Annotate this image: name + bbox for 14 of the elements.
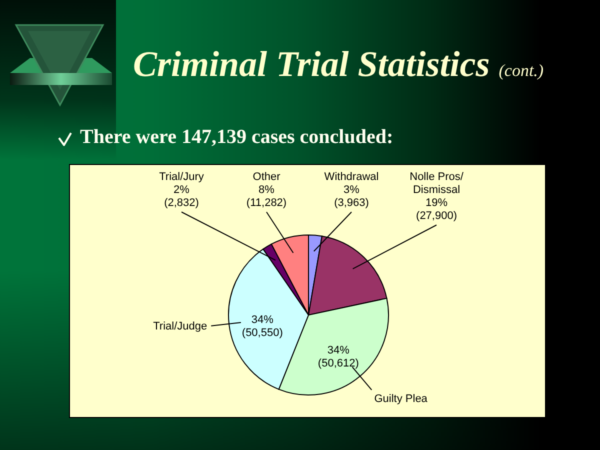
data-label: 19% (27,900) bbox=[416, 197, 458, 222]
data-label: 2% (2,832) bbox=[164, 184, 199, 209]
data-label: 34% (50,550) bbox=[242, 314, 283, 340]
data-label: 34% (50,612) bbox=[318, 344, 359, 370]
data-label: 3% (3,963) bbox=[334, 184, 369, 209]
data-label: 8% (11,282) bbox=[246, 184, 287, 209]
slice-label: Nolle Pros/ Dismissal bbox=[410, 171, 464, 196]
slice-label: Trial/Judge bbox=[153, 320, 208, 332]
slice-label: Trial/Jury bbox=[159, 171, 204, 183]
slice-label: Withdrawal bbox=[324, 171, 379, 183]
slice-label: Other bbox=[252, 171, 281, 183]
chart-title: Criminal Trial Statistics (cont.) bbox=[133, 43, 544, 86]
chart-subtitle: There were 147,139 cases concluded: bbox=[80, 125, 394, 150]
slice-label: Guilty Plea bbox=[374, 392, 428, 405]
